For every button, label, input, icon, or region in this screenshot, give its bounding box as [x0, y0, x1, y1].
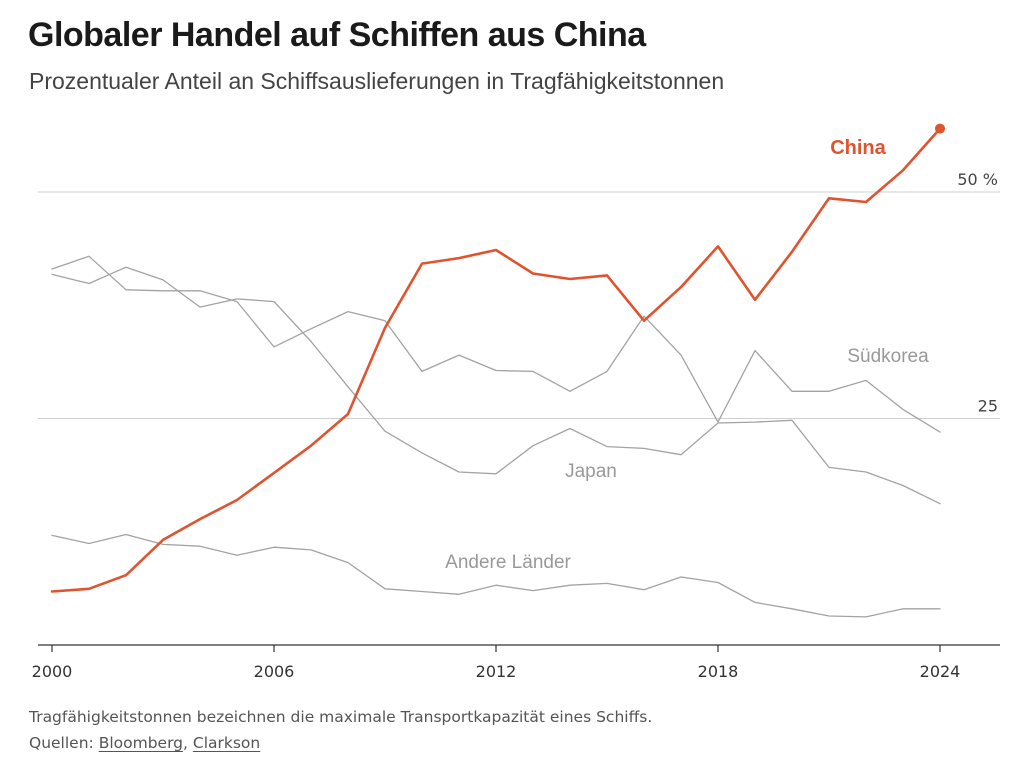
x-tick-label-2000: 2000: [32, 662, 73, 681]
series-label-andere-l-nder: Andere Länder: [445, 552, 571, 573]
series-line-china: [50, 127, 942, 593]
line-chart: 25 50 % 2000 2006 2012 2018 2024 China Südkorea J…: [32, 123, 1000, 681]
sources-label: Quellen:: [29, 734, 99, 752]
chart-subtitle: Prozentualer Anteil an Schiffsauslieferu…: [29, 68, 725, 94]
x-tick-label-2024: 2024: [920, 662, 961, 681]
x-tick-label-2006: 2006: [254, 662, 295, 681]
source-link-clarkson[interactable]: Clarkson: [192, 734, 261, 752]
chart-title: Globaler Handel auf Schiffen aus China: [28, 16, 646, 54]
sources-line: Quellen: Bloomberg, Clarkson: [29, 734, 260, 752]
x-tick-label-2018: 2018: [698, 662, 739, 681]
series-line-japan: [51, 266, 941, 505]
y-tick-label-50: 50 %: [957, 170, 998, 189]
source-link-bloomberg[interactable]: Bloomberg: [98, 734, 184, 752]
series-end-marker-china: [935, 123, 945, 134]
series-line-s-dkorea: [51, 255, 941, 433]
y-tick-label-25: 25: [978, 397, 998, 416]
sources-separator: ,: [183, 734, 193, 752]
series-label-china: China: [830, 137, 886, 159]
series-label-s-dkorea: Südkorea: [847, 346, 929, 367]
series-label-japan: Japan: [565, 461, 617, 482]
series-line-andere-l-nder: [51, 533, 941, 618]
x-tick-label-2012: 2012: [476, 662, 517, 681]
footnote: Tragfähigkeitstonnen bezeichnen die maxi…: [29, 708, 653, 726]
